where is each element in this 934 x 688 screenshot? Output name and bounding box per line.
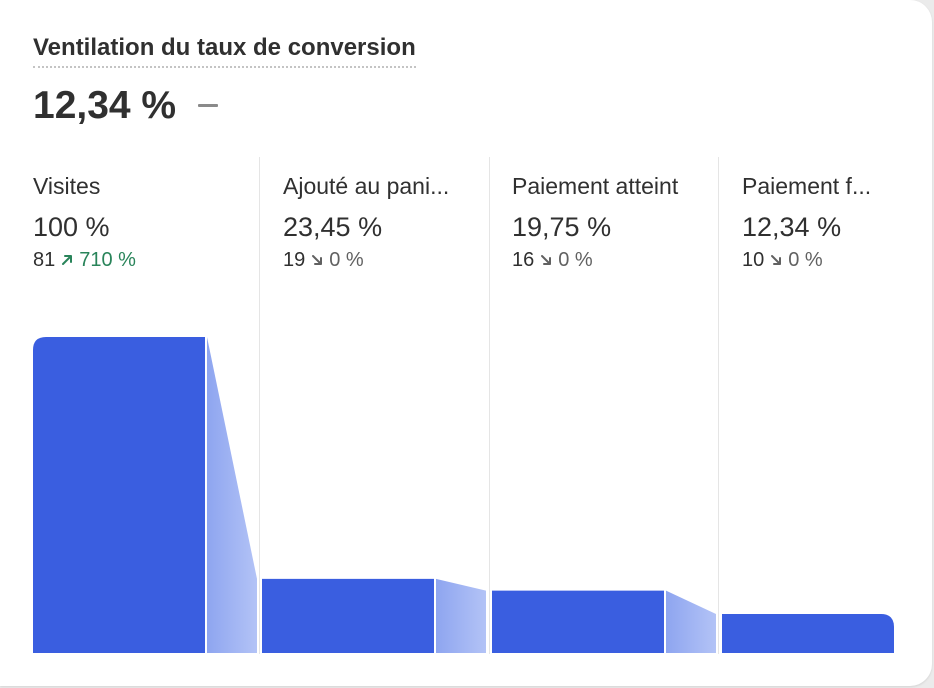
conversion-rate-value: 12,34 % (33, 84, 177, 127)
stage-percent: 12,34 % (742, 212, 842, 242)
stage-count: 81 (33, 249, 56, 271)
stage-count: 19 (283, 249, 306, 271)
stage-sub: 10 0 % (742, 247, 902, 273)
arrow-up-right-icon (62, 255, 73, 265)
funnel-bar[interactable] (262, 578, 434, 653)
arrow-down-right-icon (771, 255, 782, 265)
funnel-bar[interactable] (33, 337, 205, 653)
stage-percent: 19,75 % (512, 212, 612, 242)
stage-change: 0 % (788, 249, 823, 271)
stage-percent: 100 % (33, 212, 110, 242)
stage-count: 16 (512, 249, 535, 271)
stage-sub: 19 0 % (283, 247, 473, 273)
stage-label: Paiement f... (742, 173, 872, 199)
stage-label: Paiement atteint (512, 173, 679, 199)
stage-change: 0 % (558, 249, 593, 271)
stage-percent: 23,45 % (283, 212, 383, 242)
funnel-connector (666, 590, 716, 653)
stage-paiement-atteint: Paiement atteint 19,75 % 16 0 % (512, 172, 707, 273)
card-title[interactable]: Ventilation du taux de conversion (33, 34, 416, 68)
stage-paiement-finalise: Paiement f... 12,34 % 10 0 % (742, 172, 902, 273)
stage-change: 0 % (329, 249, 364, 271)
no-change-dash-icon (198, 104, 218, 107)
arrow-down-right-icon (541, 255, 552, 265)
stage-sub: 81 710 % (33, 247, 243, 273)
funnel-connector (436, 578, 486, 653)
stage-label: Ajouté au pani... (283, 173, 450, 199)
column-divider (259, 157, 260, 654)
funnel-bar[interactable] (492, 590, 664, 653)
arrow-down-right-icon (312, 255, 323, 265)
column-divider (718, 157, 719, 654)
stage-count: 10 (742, 249, 765, 271)
stage-visites: Visites 100 % 81 710 % (33, 172, 243, 273)
column-divider (489, 157, 490, 654)
stage-label: Visites (33, 173, 101, 199)
stage-change: 710 % (79, 249, 136, 271)
funnel-connector (207, 337, 257, 653)
stage-sub: 16 0 % (512, 247, 707, 273)
stage-ajoute-au-panier: Ajouté au pani... 23,45 % 19 0 % (283, 172, 473, 273)
funnel-bar[interactable] (722, 614, 894, 653)
